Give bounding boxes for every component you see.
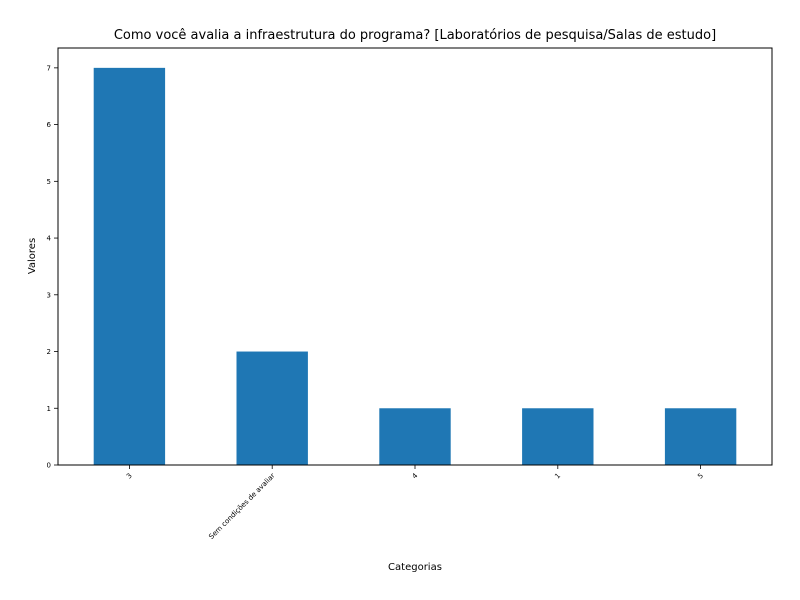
x-tick-label: 4 [411,471,420,480]
y-tick-label: 0 [47,462,51,470]
y-tick-label: 4 [47,235,52,243]
x-axis-label: Categorias [388,562,442,573]
x-tick-label: 5 [696,472,705,481]
chart-title: Como você avalia a infraestrutura do pro… [114,28,716,43]
y-tick-label: 1 [47,405,51,413]
x-axis-ticks: 3 Sem condições de avaliar 4 1 5 [125,465,705,541]
y-tick-label: 3 [47,291,51,299]
y-tick-label: 7 [47,64,51,72]
y-tick-label: 6 [47,121,52,129]
bar [236,351,308,465]
bar [379,408,451,465]
bar [664,408,737,465]
y-axis-ticks: 0 1 2 3 4 5 6 7 [47,64,58,470]
y-axis-label: Valores [27,238,38,274]
bar [522,408,594,465]
y-tick-label: 5 [47,178,51,186]
y-tick-label: 2 [47,348,51,356]
x-tick-label: 1 [553,472,562,481]
x-tick-label: Sem condições de avaliar [207,472,276,541]
bar [93,67,166,465]
bars-group [93,67,737,465]
x-tick-label: 3 [125,472,134,481]
